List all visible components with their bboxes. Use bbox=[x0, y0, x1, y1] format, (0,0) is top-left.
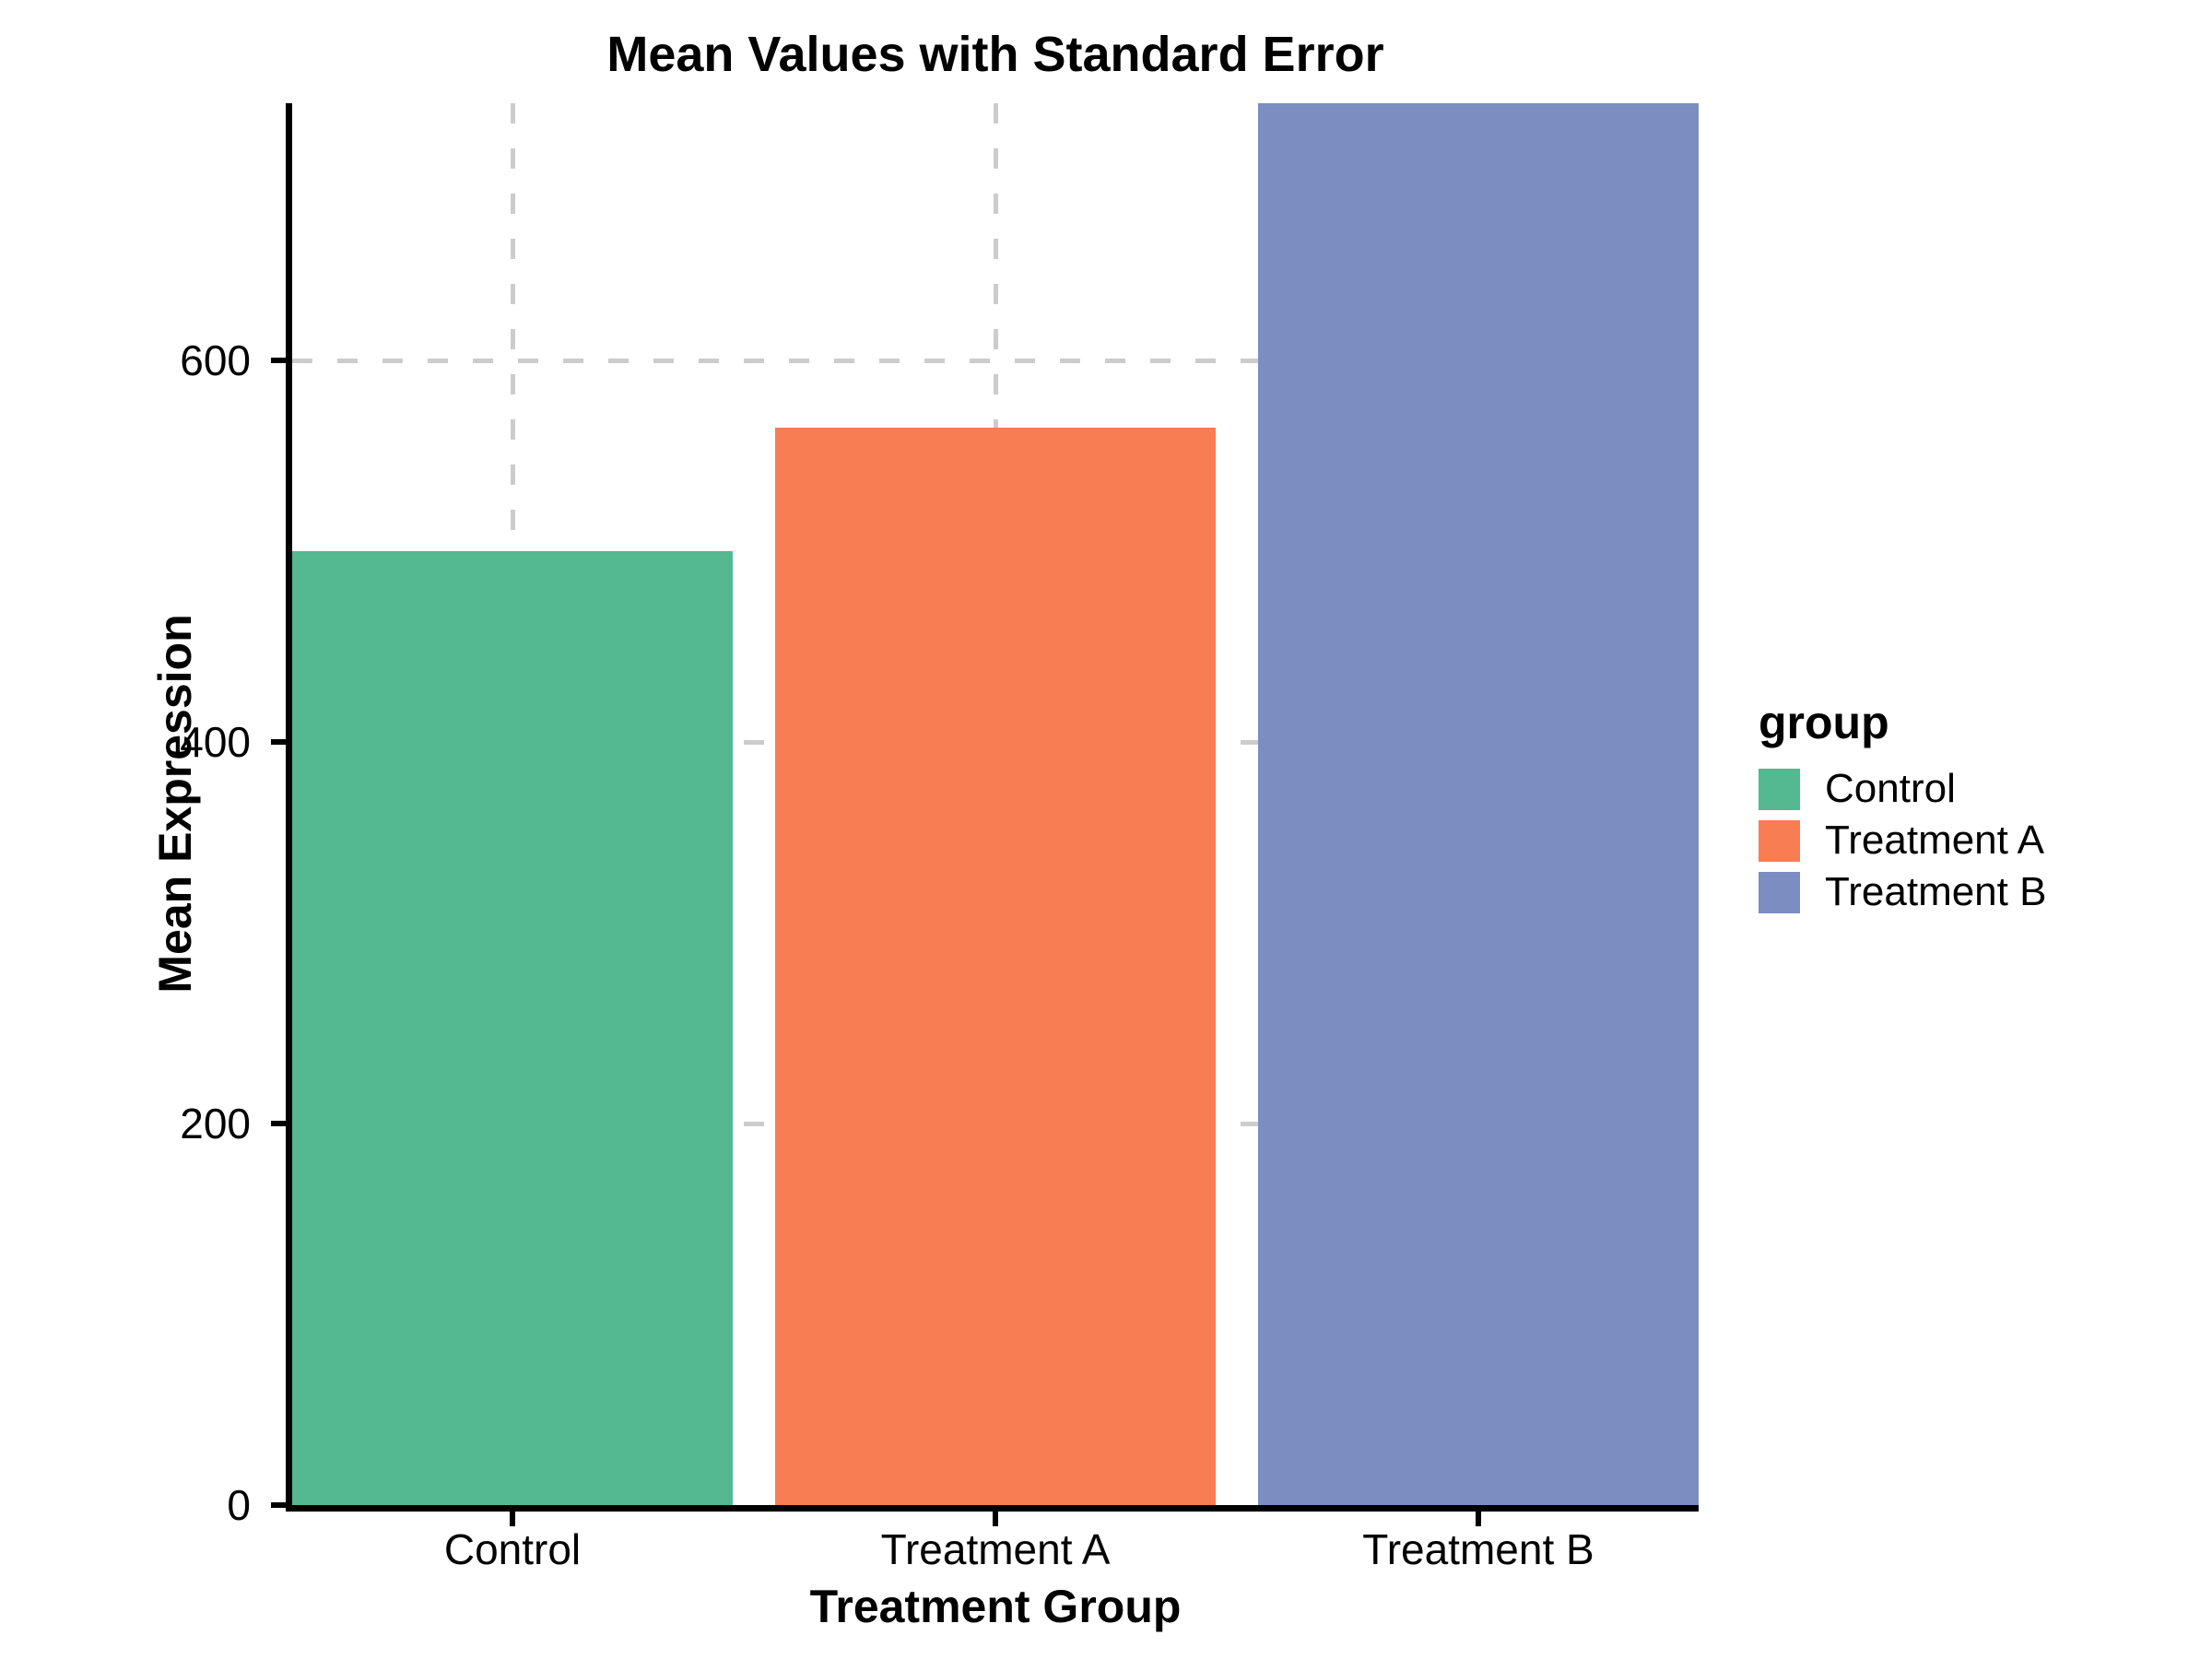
y-tick-label-200: 200 bbox=[180, 1100, 251, 1148]
legend-label-control: Control bbox=[1825, 766, 1956, 811]
y-tick-label-600: 600 bbox=[180, 336, 251, 385]
x-tick-treatment-b bbox=[1476, 1512, 1481, 1526]
gridline-h-600 bbox=[292, 358, 1699, 363]
y-axis-title: Mean Expression bbox=[149, 614, 201, 994]
x-tick-treatment-a bbox=[993, 1512, 998, 1526]
y-tick-600 bbox=[271, 358, 286, 364]
x-tick-label-control: Control bbox=[443, 1525, 582, 1573]
bar-treatment-a bbox=[775, 427, 1216, 1505]
legend-title: group bbox=[1759, 697, 1889, 748]
legend-label-treatment-b: Treatment B bbox=[1825, 869, 2047, 914]
x-axis-line bbox=[286, 1505, 1699, 1512]
y-tick-200 bbox=[271, 1121, 286, 1127]
legend-swatch-treatment-b bbox=[1759, 871, 1800, 913]
legend-item-control: Control bbox=[1759, 763, 2046, 815]
legend-swatch-treatment-a bbox=[1759, 819, 1800, 862]
x-axis-title: Treatment Group bbox=[809, 1581, 1182, 1632]
bar-treatment-b bbox=[1258, 103, 1699, 1505]
legend-item-treatment-b: Treatment B bbox=[1759, 866, 2046, 918]
x-tick-control bbox=[510, 1512, 515, 1526]
y-tick-label-400: 400 bbox=[180, 718, 251, 767]
y-tick-label-0: 0 bbox=[227, 1481, 251, 1529]
legend: group Control Treatment A Treatment B bbox=[1759, 695, 2046, 918]
y-tick-0 bbox=[271, 1502, 286, 1508]
legend-label-treatment-a: Treatment A bbox=[1825, 818, 2045, 863]
legend-items: Control Treatment A Treatment B bbox=[1759, 763, 2046, 918]
x-tick-label-treatment-b: Treatment B bbox=[1362, 1525, 1594, 1573]
bar-control bbox=[292, 551, 733, 1505]
legend-swatch-control bbox=[1759, 768, 1800, 810]
y-tick-400 bbox=[271, 739, 286, 746]
chart-title: Mean Values with Standard Error bbox=[606, 27, 1384, 82]
x-tick-label-treatment-a: Treatment A bbox=[880, 1525, 1111, 1573]
y-axis-line bbox=[286, 103, 292, 1512]
legend-item-treatment-a: Treatment A bbox=[1759, 815, 2046, 866]
plot-area bbox=[292, 103, 1699, 1505]
